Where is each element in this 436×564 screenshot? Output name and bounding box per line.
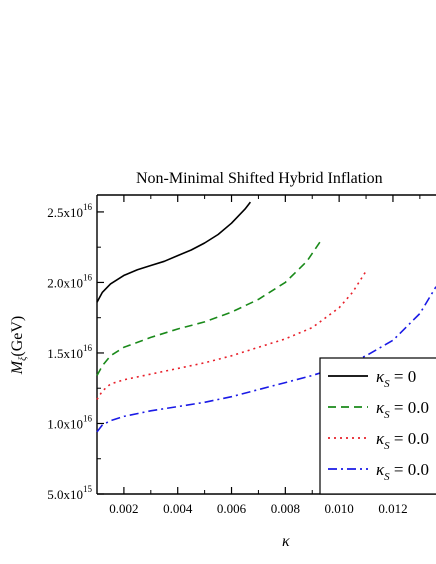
legend-label: κS = 0.0 (376, 460, 429, 483)
y-tick-label-exponent: 16 (83, 272, 93, 282)
y-tick-label: 5.0x1015 (47, 484, 92, 502)
y-tick-label-exponent: 16 (83, 202, 93, 212)
y-tick-label-mantissa: 2.0x10 (47, 275, 83, 290)
series-line-2 (96, 241, 321, 376)
legend: κS = 0 κS = 0.0 κS = 0.0 κS = 0.0 (319, 357, 436, 495)
x-tick-label: 0.012 (378, 501, 407, 516)
legend-label: κS = 0 (376, 367, 416, 390)
y-tick-label-exponent: 16 (83, 343, 93, 353)
legend-items: κS = 0 κS = 0.0 κS = 0.0 κS = 0.0 (328, 367, 429, 483)
svg-text:Mξ(GeV): Mξ(GeV) (9, 316, 29, 376)
series-line-4 (96, 286, 436, 433)
y-axis-label-symbol: M (9, 359, 26, 375)
legend-label: κS = 0.0 (376, 398, 429, 421)
y-tick-label: 1.5x1016 (47, 343, 92, 361)
y-tick-label: 2.5x1016 (47, 202, 92, 220)
x-tick-label: 0.010 (325, 501, 354, 516)
y-axis-label-subscript: ξ (18, 356, 29, 361)
y-tick-label-exponent: 16 (83, 413, 93, 423)
y-tick-label-mantissa: 1.5x10 (47, 346, 83, 361)
y-tick-label: 2.0x1016 (47, 272, 92, 290)
x-ticks: 0.002 0.004 0.006 0.008 0.010 0.012 (109, 195, 421, 516)
y-tick-label-exponent: 15 (83, 484, 93, 494)
x-axis-label: κ (282, 533, 290, 550)
legend-box (319, 357, 436, 495)
chart-title: Non-Minimal Shifted Hybrid Inflation (136, 170, 383, 187)
y-axis-label-unit: (GeV) (9, 316, 26, 357)
y-tick-label-mantissa: 5.0x10 (47, 487, 83, 502)
x-tick-label: 0.002 (109, 501, 138, 516)
y-axis-label: Mξ(GeV) (9, 316, 29, 376)
x-tick-label: 0.008 (271, 501, 300, 516)
series-layer (96, 201, 436, 433)
y-tick-label-mantissa: 2.5x10 (47, 205, 83, 220)
y-tick-label-mantissa: 1.0x10 (47, 416, 83, 431)
y-tick-label: 1.0x1016 (47, 413, 92, 431)
x-tick-label: 0.006 (217, 501, 247, 516)
series-line-1 (96, 201, 252, 303)
legend-label: κS = 0.0 (376, 429, 429, 452)
series-line-3 (96, 270, 367, 400)
x-tick-label: 0.004 (163, 501, 193, 516)
